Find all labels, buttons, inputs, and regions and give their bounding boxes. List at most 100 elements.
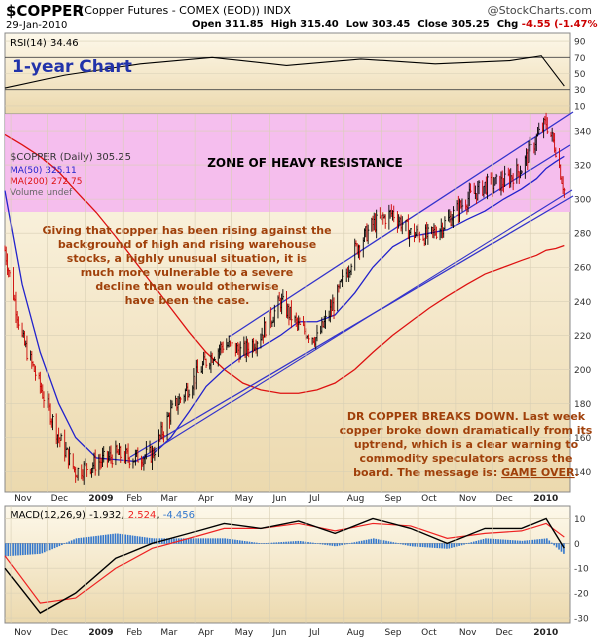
- price-tick-label: 160: [574, 434, 591, 444]
- macd-histogram-bar: [460, 543, 463, 546]
- month-tick-label: Aug: [347, 494, 365, 504]
- site-watermark[interactable]: @StockCharts.com: [487, 4, 592, 17]
- macd-histogram-bar: [212, 538, 214, 544]
- macd-histogram-bar: [195, 538, 197, 544]
- note-left: Giving that copper has been rising again…: [42, 224, 331, 307]
- macd-histogram-bar: [373, 538, 375, 544]
- close-value: 305.25: [451, 19, 490, 30]
- macd-histogram-bar: [182, 538, 185, 544]
- macd-histogram-bar: [553, 543, 555, 546]
- macd-tick-labels: -30 -20 -10 0 10: [574, 515, 589, 625]
- month-tick-label: May: [235, 494, 254, 504]
- month-tick-label: Jul: [308, 628, 320, 638]
- macd-histogram-bar: [224, 538, 226, 544]
- macd-histogram-bar: [56, 543, 58, 548]
- macd-histogram-bar: [438, 543, 441, 549]
- macd-histogram-bar: [253, 542, 256, 544]
- macd-histogram-bar: [426, 543, 429, 548]
- note-right-prefix: board. The message is:: [353, 466, 501, 479]
- macd-histogram-bar: [270, 542, 273, 544]
- macd-histogram-bar: [492, 538, 495, 544]
- macd-series: [4, 517, 565, 614]
- macd-histogram-bar: [134, 535, 136, 544]
- macd-histogram-bar: [51, 543, 53, 550]
- macd-histogram-bar: [368, 539, 370, 544]
- price-tick-label: 140: [574, 468, 591, 478]
- macd-histogram-bar: [402, 543, 404, 545]
- macd-histogram-bar: [324, 543, 326, 545]
- macd-histogram-bar: [494, 539, 497, 544]
- macd-histogram-bar: [61, 543, 63, 546]
- chart-date: 29-Jan-2010: [6, 20, 68, 31]
- macd-histogram-bar: [41, 543, 44, 554]
- macd-histogram-bar: [104, 534, 107, 544]
- macd-histogram-bar: [139, 536, 141, 544]
- macd-histogram-bar: [560, 543, 563, 552]
- macd-histogram-bar: [151, 538, 153, 544]
- macd-histogram-bar: [126, 534, 129, 544]
- macd-histogram-bar: [387, 541, 390, 544]
- macd-histogram-bar: [399, 543, 402, 545]
- channel-upper-2: [449, 144, 571, 221]
- zone-label: ZONE OF HEAVY RESISTANCE: [207, 156, 403, 170]
- macd-histogram-bar: [502, 539, 504, 544]
- macd-histogram-bar: [431, 543, 434, 548]
- macd-histogram-bar: [299, 541, 302, 544]
- macd-histogram-bar: [331, 543, 334, 546]
- macd-histogram-bar: [507, 539, 509, 544]
- macd-histogram-bar: [558, 543, 560, 550]
- macd-histogram-bar: [170, 538, 173, 544]
- macd-histogram-bar: [231, 539, 234, 544]
- macd-histogram-bar: [17, 543, 19, 556]
- macd-histogram-bar: [78, 538, 80, 544]
- macd-histogram-bar: [419, 543, 421, 547]
- macd-histogram-bar: [48, 543, 51, 551]
- macd-histogram-bar: [343, 543, 346, 545]
- macd-histogram-bar: [241, 540, 244, 544]
- macd-legend-name: MACD(12,26,9): [10, 510, 86, 521]
- macd-histogram-bar: [521, 540, 524, 544]
- macd-histogram-bar: [477, 540, 480, 544]
- month-tick-label: Jun: [271, 494, 286, 504]
- month-tick-label: 2010: [533, 494, 558, 504]
- macd-histogram-bar: [26, 543, 29, 555]
- rsi-tick-label: 70: [574, 54, 586, 64]
- macd-histogram-bar: [282, 541, 285, 544]
- month-tick-label: Dec: [495, 628, 512, 638]
- macd-histogram-bar: [470, 542, 473, 544]
- macd-histogram-bar: [360, 540, 363, 544]
- macd-histogram-bar: [380, 539, 382, 544]
- month-tick-label: 2009: [88, 628, 113, 638]
- macd-histogram-bar: [472, 541, 475, 544]
- macd-legend: MACD(12,26,9) -1.932, 2.524, -4.456: [10, 510, 195, 521]
- macd-histogram-bar: [321, 543, 324, 545]
- macd-histogram-bar: [268, 542, 270, 544]
- ma200-series: [4, 133, 565, 394]
- macd-histogram-bar: [80, 537, 83, 544]
- month-tick-label: Nov: [459, 494, 477, 504]
- open-label: Open: [192, 19, 222, 30]
- note-right-line: board. The message is: GAME OVER.: [353, 466, 579, 479]
- macd-histogram-bar: [563, 543, 565, 554]
- price-tick-label: 180: [574, 400, 591, 410]
- macd-histogram-bar: [39, 543, 41, 554]
- macd-histogram-bar: [421, 543, 424, 548]
- macd-legend-signal: 2.524: [128, 510, 157, 521]
- note-left-line: background of high and rising warehouse: [58, 238, 316, 251]
- macd-histogram-bar: [246, 541, 248, 544]
- macd-histogram-bar: [180, 538, 183, 544]
- macd-histogram-bar: [46, 543, 49, 552]
- note-right: DR COPPER BREAKS DOWN. Last week copper …: [340, 410, 593, 479]
- macd-histogram-bar: [217, 538, 219, 544]
- month-tick-label: 2009: [88, 494, 113, 504]
- macd-histogram-bar: [546, 538, 548, 544]
- macd-histogram-bar: [416, 543, 419, 547]
- macd-histogram-bar: [292, 541, 295, 544]
- macd-histogram-bar: [499, 539, 502, 544]
- macd-histogram-bar: [100, 535, 102, 544]
- note-right-line: copper broke down dramatically from its: [340, 424, 593, 437]
- macd-histogram-bar: [341, 543, 343, 546]
- macd-histogram-bar: [329, 543, 331, 546]
- macd-histogram-bar: [36, 543, 39, 555]
- macd-histogram-bar: [526, 540, 529, 544]
